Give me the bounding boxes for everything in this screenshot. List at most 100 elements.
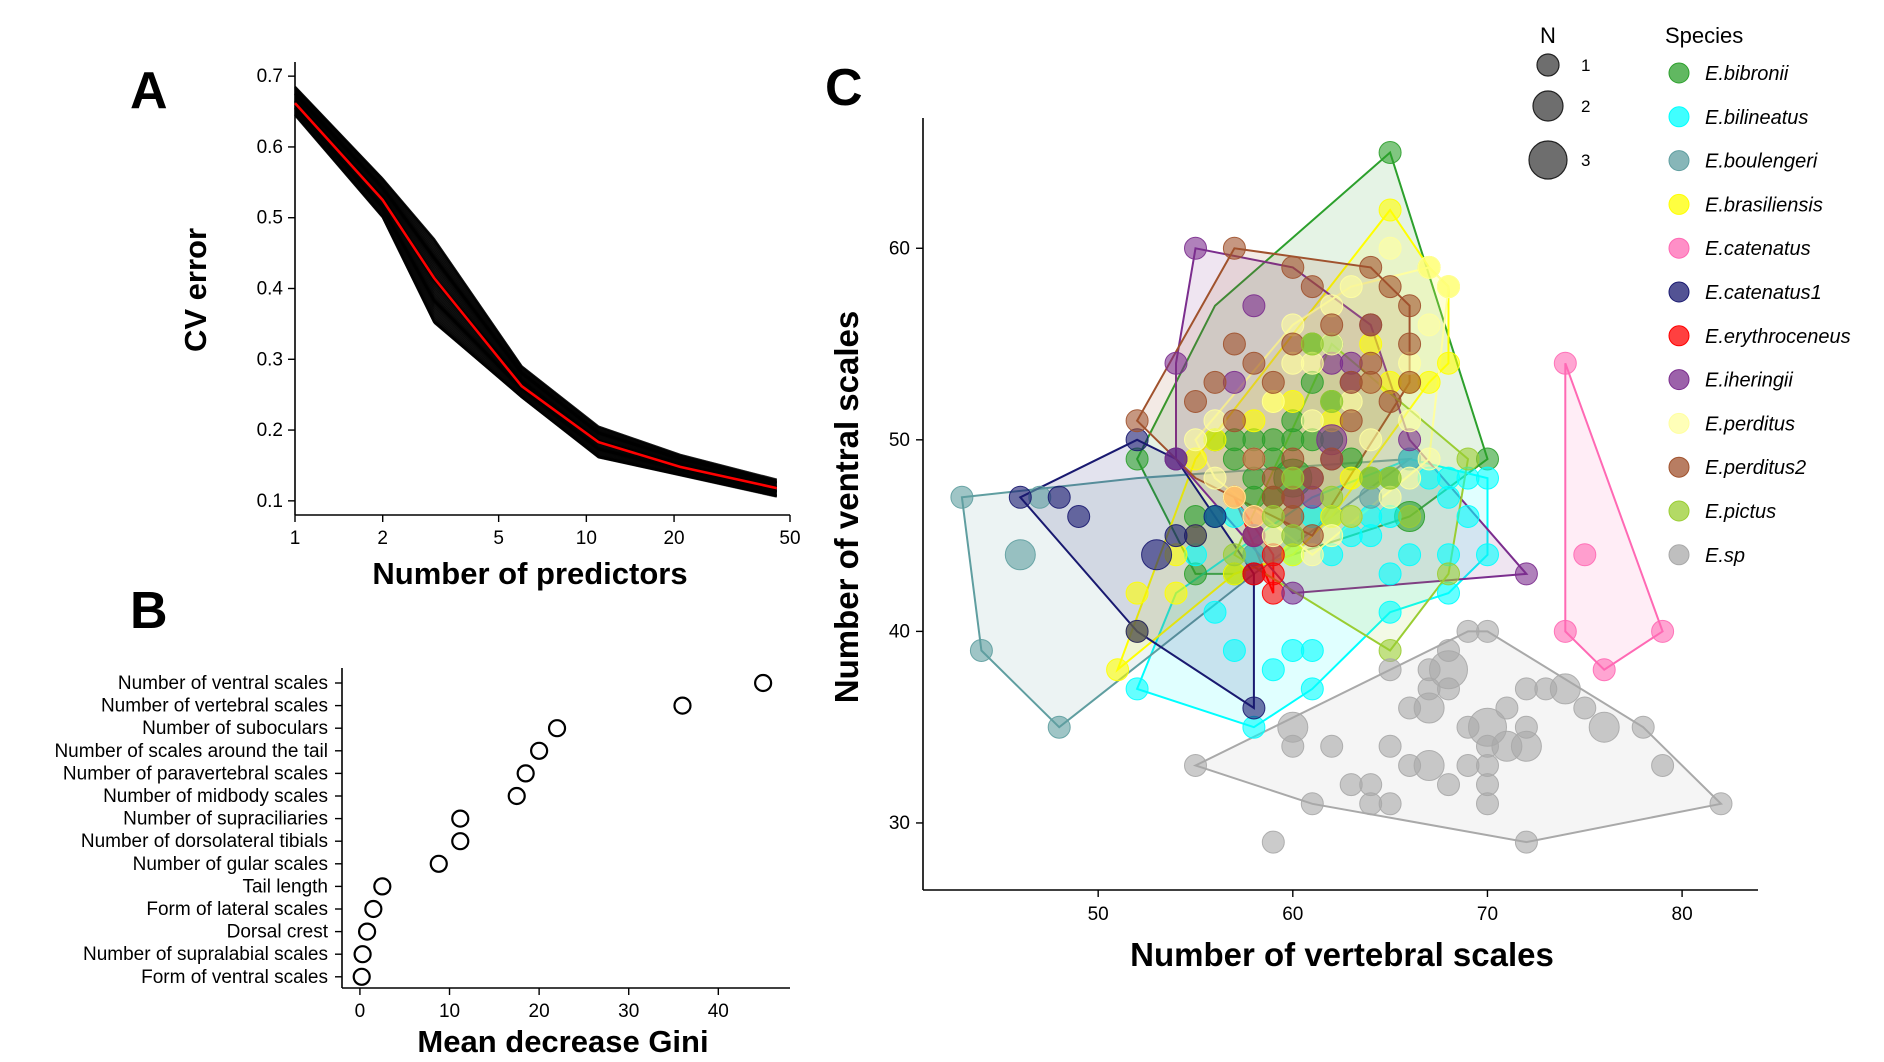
point-e-perditus	[1417, 447, 1441, 471]
panel-b-category-label: Number of midbody scales	[103, 786, 328, 807]
panel-a-replicate-line	[294, 99, 777, 489]
point-e-perditus	[1437, 275, 1460, 299]
point-e-perditus2	[1222, 332, 1246, 356]
species-legend-label: E.pictus	[1705, 501, 1776, 523]
point-e-brasiliensis	[1242, 409, 1266, 433]
size-legend-label: 3	[1581, 151, 1590, 170]
point-e-catenatus	[1573, 543, 1597, 567]
panel-a-replicate-line	[294, 92, 777, 484]
point-e-brasiliensis	[1106, 658, 1130, 682]
size-legend: 1 2 3	[1528, 53, 1590, 180]
panel-b-category-label: Number of vertebral scales	[101, 696, 328, 717]
panel-b-x-tick-label: 0	[355, 1001, 366, 1022]
panel-a-replicate-line	[294, 89, 777, 484]
point-e-sp	[1709, 792, 1733, 816]
species-legend-key	[1668, 193, 1690, 215]
panel-b-dot	[754, 673, 773, 693]
panel-b-dot	[357, 922, 377, 941]
panel-a-replicate-line	[294, 87, 777, 483]
point-e-pictus	[1222, 543, 1246, 567]
point-e-catenatus	[1651, 619, 1675, 643]
point-e-boulengeri	[1047, 715, 1071, 739]
panel-c-y-tick-label: 60	[889, 238, 910, 259]
point-e-sp	[1300, 792, 1324, 816]
point-e-pictus	[1320, 390, 1344, 413]
point-e-sp	[1573, 696, 1597, 720]
point-e-perditus2	[1242, 447, 1266, 471]
point-e-pictus	[1456, 447, 1480, 471]
panel-b-dot	[364, 899, 383, 919]
panel-c-y-tick-label: 50	[889, 430, 910, 451]
point-e-perditus	[1398, 409, 1422, 433]
panel-a-replicate-line	[294, 101, 777, 492]
point-e-perditus2	[1359, 351, 1383, 375]
size-legend-label: 2	[1581, 97, 1590, 116]
panel-b-dot	[516, 764, 535, 783]
point-e-perditus	[1398, 466, 1422, 490]
point-e-sp	[1437, 773, 1460, 797]
panel-c-y-axis-title: Number of ventral scales	[828, 311, 865, 704]
point-e-perditus2	[1339, 409, 1363, 433]
point-e-bilineatus	[1261, 658, 1285, 682]
point-e-perditus	[1417, 255, 1441, 279]
point-e-perditus2	[1300, 275, 1324, 299]
point-e-boulengeri	[1004, 539, 1036, 571]
point-e-perditus2	[1378, 275, 1402, 299]
point-e-bilineatus	[1456, 505, 1480, 528]
panel-b-dot	[373, 877, 392, 896]
panel-b-category-label: Form of ventral scales	[141, 967, 328, 988]
panel-a-replicate-line	[294, 86, 777, 482]
species-legend-key	[1668, 325, 1690, 347]
point-e-perditus2	[1378, 390, 1402, 413]
species-legend-label: E.perditus2	[1705, 457, 1806, 479]
point-e-bilineatus	[1437, 485, 1460, 509]
point-e-perditus	[1222, 485, 1246, 509]
panel-a-replicate-band	[295, 86, 777, 498]
point-e-perditus	[1417, 313, 1441, 337]
species-legend-key	[1668, 500, 1690, 522]
point-e-perditus2	[1398, 370, 1422, 394]
point-e-catenatus1	[1047, 485, 1071, 509]
panel-b-category-label: Number of scales around the tail	[54, 741, 328, 762]
point-e-sp	[1549, 673, 1581, 705]
point-e-catenatus	[1553, 351, 1577, 375]
panel-a-replicate-line	[294, 86, 777, 483]
point-e-perditus2	[1300, 524, 1324, 548]
point-e-perditus2	[1281, 332, 1305, 356]
panel-c-x-tick-label: 50	[1088, 904, 1109, 925]
species-legend: E.bibronii E.bilineatus E.boulengeri E.bras…	[1668, 62, 1851, 567]
point-e-brasiliensis	[1417, 370, 1441, 394]
panel-a-replicate-line	[294, 97, 777, 489]
panel-a-replicate-line	[294, 100, 777, 491]
panel-c-y-tick-label: 40	[889, 621, 910, 642]
point-e-pictus	[1261, 505, 1285, 528]
point-e-catenatus1	[1141, 539, 1173, 571]
panel-b-category-label: Number of supraciliaries	[123, 809, 328, 830]
point-e-perditus2	[1222, 409, 1246, 433]
panel-a-replicate-line	[294, 99, 777, 489]
species-legend-key	[1668, 237, 1690, 259]
point-e-bilineatus	[1203, 600, 1227, 624]
panel-c-y-tick-label: 30	[889, 813, 910, 834]
panel-b-dot	[451, 832, 470, 851]
panel-b-x-tick-label: 10	[439, 1001, 460, 1022]
panel-a-x-axis-title: Number of predictors	[372, 556, 687, 591]
panel-a-replicate-line	[294, 86, 777, 481]
point-e-brasiliensis	[1125, 581, 1149, 605]
point-e-iheringii	[1242, 294, 1266, 318]
point-e-pictus	[1320, 485, 1344, 509]
point-e-pictus	[1300, 332, 1324, 356]
point-e-pictus	[1359, 466, 1383, 490]
point-e-catenatus1	[1203, 505, 1227, 528]
panel-a-replicate-line	[294, 99, 777, 489]
point-e-perditus2	[1359, 313, 1383, 337]
point-e-catenatus1	[1164, 524, 1188, 548]
panel-c-x-tick-label: 80	[1672, 904, 1693, 925]
size-legend-label: 1	[1581, 56, 1590, 75]
panel-a-replicate-line	[294, 90, 777, 484]
panel-a-y-tick-label: 0.5	[257, 208, 283, 229]
panel-b-x-tick-label: 20	[529, 1001, 550, 1022]
panel-a-replicate-line	[294, 96, 777, 488]
point-e-perditus2	[1359, 255, 1383, 279]
panel-c-x-axis-title: Number of vertebral scales	[1130, 936, 1554, 973]
